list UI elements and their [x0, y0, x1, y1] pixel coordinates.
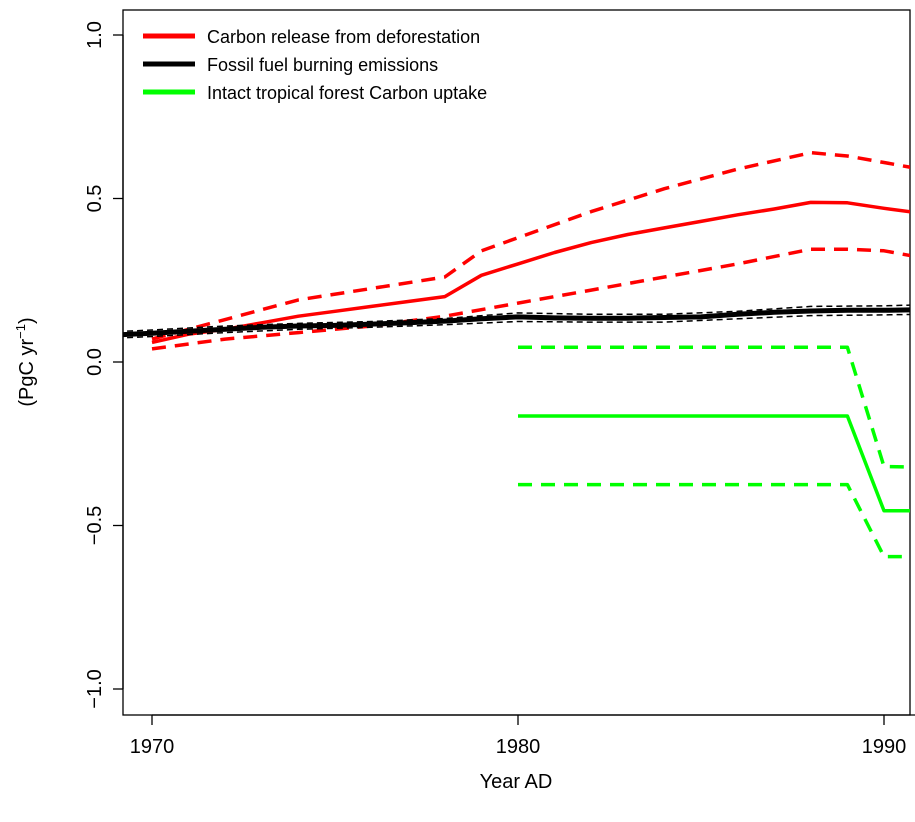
y-axis-title-unit-exponent: −1: [13, 324, 28, 339]
legend-label: Fossil fuel burning emissions: [207, 55, 438, 75]
legend-label: Carbon release from deforestation: [207, 27, 480, 47]
y-tick-label: −1.0: [84, 669, 106, 708]
series-line-8: [518, 345, 910, 469]
series-line-2: [151, 150, 910, 341]
series-line-1: [151, 200, 910, 345]
y-tick-label: 0.5: [84, 185, 106, 213]
series-layer: [123, 150, 910, 559]
axes-layer: 19701980199020002010−1.0−0.50.00.51.0: [84, 21, 915, 758]
plot-frame: [122, 9, 911, 716]
series-line-6: [123, 313, 910, 339]
legend: Carbon release from deforestation Fossil …: [143, 27, 487, 103]
series-line-9: [518, 482, 910, 559]
x-tick-label: 1980: [496, 736, 541, 758]
y-axis-title: (PgC yr−1): [13, 317, 38, 406]
series-line-5: [123, 304, 910, 333]
legend-label: Intact tropical forest Carbon uptake: [207, 83, 487, 103]
x-tick-label: 1990: [862, 736, 907, 758]
x-tick-label: 1970: [130, 736, 175, 758]
series-line-7: [518, 414, 910, 513]
y-tick-label: −0.5: [84, 506, 106, 545]
y-tick-label: 1.0: [84, 21, 106, 49]
y-axis-title-close: ): [16, 317, 38, 324]
series-line-3: [151, 247, 910, 351]
series-line-4: [123, 307, 910, 338]
x-axis-title: Year AD: [480, 771, 553, 793]
y-tick-label: 0.0: [84, 348, 106, 376]
